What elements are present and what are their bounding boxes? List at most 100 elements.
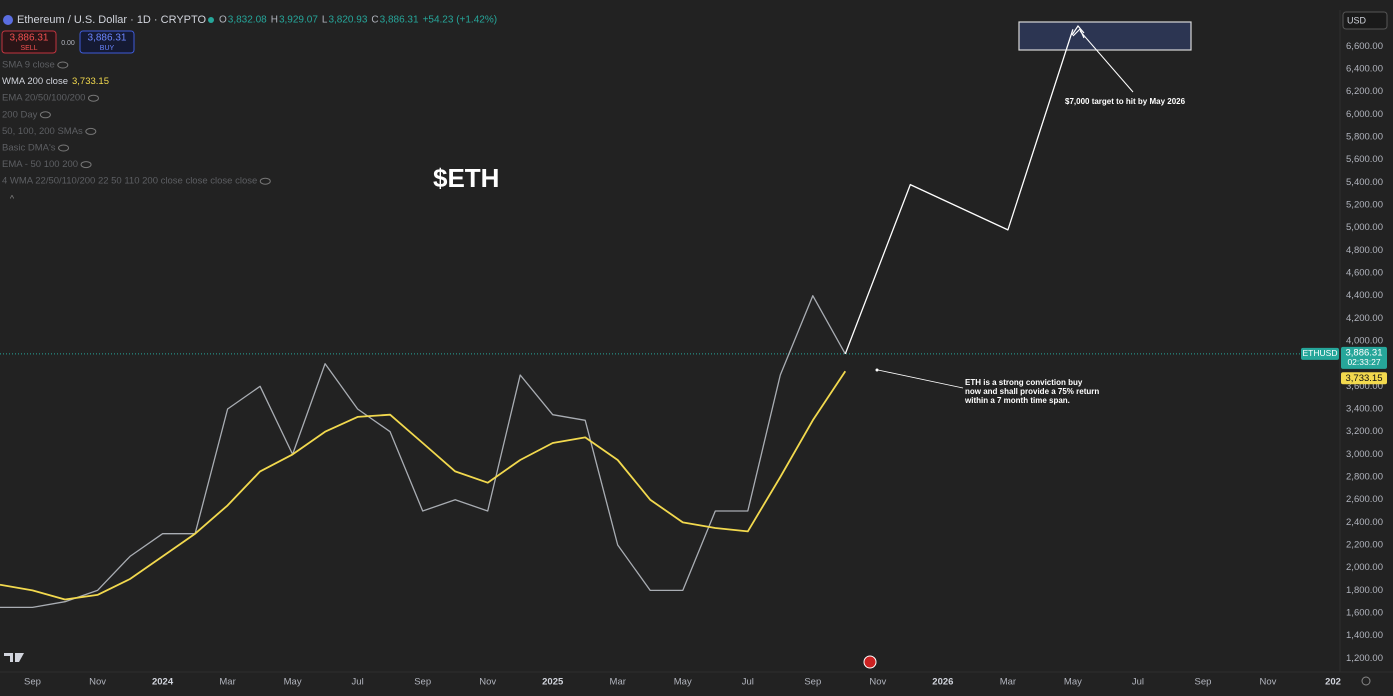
ohlc-value: 3,886.31 bbox=[380, 15, 419, 26]
y-tick-label: 5,200.00 bbox=[1346, 199, 1383, 210]
visibility-icon[interactable] bbox=[39, 111, 51, 119]
x-tick-label: Jul bbox=[352, 677, 364, 688]
thesis-line: ETH is a strong conviction buy bbox=[965, 378, 1083, 387]
collapse-icon[interactable]: ^ bbox=[10, 193, 15, 203]
buy-label: BUY bbox=[100, 45, 115, 52]
y-tick-label: 1,600.00 bbox=[1346, 608, 1383, 619]
x-tick-label: Mar bbox=[1000, 677, 1016, 688]
x-tick-label: May bbox=[284, 677, 302, 688]
indicator-value: 3,733.15 bbox=[72, 76, 109, 87]
sell-price: 3,886.31 bbox=[10, 33, 49, 44]
x-tick-label: 2026 bbox=[932, 677, 953, 688]
target-arrow bbox=[1079, 30, 1134, 93]
x-tick-label: 2025 bbox=[542, 677, 564, 688]
indicator-name: Basic DMA's bbox=[2, 143, 56, 154]
x-tick-label: Sep bbox=[804, 677, 821, 688]
visibility-icon[interactable] bbox=[58, 144, 70, 152]
visibility-icon[interactable] bbox=[57, 61, 69, 69]
visibility-icon[interactable] bbox=[259, 177, 271, 185]
y-tick-label: 5,400.00 bbox=[1346, 177, 1383, 188]
currency: USD bbox=[1347, 15, 1367, 25]
y-tick-label: 5,800.00 bbox=[1346, 131, 1383, 142]
y-tick-label: 3,000.00 bbox=[1346, 449, 1383, 460]
symbol-badge bbox=[1301, 347, 1339, 360]
countdown: 02:33:27 bbox=[1347, 357, 1380, 367]
thesis-point bbox=[875, 368, 879, 372]
y-tick-label: 2,800.00 bbox=[1346, 472, 1383, 483]
ohlc-key: L bbox=[322, 15, 328, 26]
y-tick-label: 4,600.00 bbox=[1346, 268, 1383, 279]
target-annotation: $7,000 target to hit by May 2026 bbox=[1065, 97, 1186, 106]
y-tick-label: 6,600.00 bbox=[1346, 41, 1383, 52]
market-status bbox=[208, 17, 214, 23]
y-tick-label: 2,600.00 bbox=[1346, 494, 1383, 505]
y-tick-label: 3,200.00 bbox=[1346, 426, 1383, 437]
projection-arrowhead bbox=[1071, 25, 1085, 36]
events-icon[interactable] bbox=[863, 655, 877, 669]
y-tick-label: 2,000.00 bbox=[1346, 562, 1383, 573]
x-tick-label: May bbox=[674, 677, 692, 688]
y-tick-label: 3,600.00 bbox=[1346, 381, 1383, 392]
buy-price: 3,886.31 bbox=[88, 33, 127, 44]
price-badge-label: 3,886.31 bbox=[1346, 347, 1383, 358]
buy-button[interactable] bbox=[79, 30, 135, 54]
visibility-icon[interactable] bbox=[85, 127, 97, 135]
x-tick-label: Mar bbox=[219, 677, 235, 688]
sell-button[interactable] bbox=[1, 30, 57, 54]
x-tick-label: 2024 bbox=[152, 677, 174, 688]
x-tick-label: Nov bbox=[89, 677, 106, 688]
indicator-name: 200 Day bbox=[2, 109, 38, 120]
y-tick-label: 5,000.00 bbox=[1346, 222, 1383, 233]
x-tick-label: May bbox=[1064, 677, 1082, 688]
wma-badge bbox=[1341, 372, 1387, 385]
y-tick-label: 1,200.00 bbox=[1346, 653, 1383, 664]
symbol-title[interactable]: Ethereum / U.S. Dollar · 1D · CRYPTO bbox=[17, 14, 207, 26]
y-tick-label: 6,000.00 bbox=[1346, 109, 1383, 120]
y-tick-label: 6,200.00 bbox=[1346, 86, 1383, 97]
y-tick-label: 5,600.00 bbox=[1346, 154, 1383, 165]
symbol-badge-label: ETHUSD bbox=[1303, 348, 1338, 358]
thesis-line: within a 7 month time span. bbox=[964, 396, 1070, 405]
ohlc-value: 3,929.07 bbox=[279, 15, 318, 26]
symbol-icon bbox=[3, 15, 13, 25]
ohlc-key: C bbox=[371, 15, 378, 26]
x-tick-label: Sep bbox=[1194, 677, 1211, 688]
logo bbox=[4, 653, 24, 662]
change: +54.23 (+1.42%) bbox=[423, 15, 498, 26]
y-tick-label: 1,800.00 bbox=[1346, 585, 1383, 596]
y-tick-label: 2,400.00 bbox=[1346, 517, 1383, 528]
ohlc-value: 3,820.93 bbox=[328, 15, 367, 26]
thesis-line: now and shall provide a 75% return bbox=[965, 387, 1099, 396]
currency-button[interactable] bbox=[1342, 11, 1388, 30]
ohlc-key: O bbox=[219, 15, 227, 26]
x-tick-label: Jul bbox=[1132, 677, 1144, 688]
price-badge bbox=[1341, 346, 1387, 369]
sell-label: SELL bbox=[20, 45, 37, 52]
series-line bbox=[0, 370, 847, 601]
indicator-name: EMA - 50 100 200 bbox=[2, 159, 78, 170]
x-tick-label: Nov bbox=[1260, 677, 1277, 688]
visibility-icon[interactable] bbox=[87, 94, 99, 102]
x-tick-label: 202 bbox=[1325, 677, 1341, 688]
thesis-pointer bbox=[877, 369, 964, 389]
wma-badge-label: 3,733.15 bbox=[1346, 373, 1383, 384]
x-tick-label: Nov bbox=[479, 677, 496, 688]
x-tick-label: Mar bbox=[610, 677, 626, 688]
series-line bbox=[0, 295, 846, 609]
ohlc-value: 3,832.08 bbox=[228, 15, 267, 26]
y-tick-label: 4,800.00 bbox=[1346, 245, 1383, 256]
indicator-name: 4 WMA 22/50/110/200 22 50 110 200 close … bbox=[2, 176, 257, 187]
y-tick-label: 3,400.00 bbox=[1346, 404, 1383, 415]
target-box bbox=[1018, 21, 1192, 51]
series-line bbox=[844, 29, 1074, 355]
indicator-name: EMA 20/50/100/200 bbox=[2, 93, 85, 104]
ohlc-key: H bbox=[271, 15, 278, 26]
visibility-icon[interactable] bbox=[80, 161, 92, 169]
settings-icon[interactable] bbox=[1361, 676, 1371, 686]
indicator-name: WMA 200 close bbox=[2, 76, 68, 87]
indicator-name: 50, 100, 200 SMAs bbox=[2, 126, 83, 137]
y-tick-label: 4,400.00 bbox=[1346, 290, 1383, 301]
x-tick-label: Jul bbox=[742, 677, 754, 688]
chart-title: $ETH bbox=[433, 163, 499, 193]
